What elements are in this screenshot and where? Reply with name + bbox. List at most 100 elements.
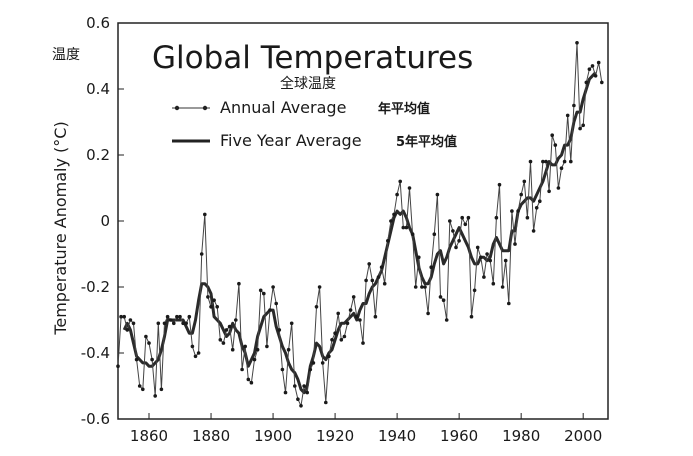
y-axis-title: Temperature Anomaly (°C)	[51, 121, 70, 335]
annual-average-point	[516, 209, 520, 213]
chart-subtitle-cn: 全球温度	[280, 75, 336, 92]
annual-average-point	[212, 298, 216, 303]
annual-average-point	[243, 344, 247, 349]
annual-average-point	[485, 252, 489, 256]
annual-average-point	[286, 347, 291, 352]
annual-average-point	[165, 314, 170, 319]
annual-average-point	[128, 318, 133, 322]
annual-average-point	[435, 192, 440, 197]
annual-average-point	[116, 364, 120, 369]
annual-average-point	[392, 212, 396, 217]
annual-average-point	[265, 344, 269, 349]
annual-average-point	[454, 245, 458, 250]
five-year-average-line	[122, 71, 597, 395]
y-axis-title-cn: 温度	[52, 47, 80, 63]
x-tick-label: 1960	[440, 427, 478, 445]
annual-average-point	[324, 400, 328, 405]
annual-average-point	[296, 397, 300, 402]
annual-average-point	[379, 265, 384, 270]
annual-average-point	[215, 305, 219, 309]
annual-average-point	[497, 182, 502, 187]
annual-average-point	[389, 219, 393, 223]
annual-average-point	[159, 387, 164, 392]
annual-average-point	[475, 245, 480, 250]
annual-average-point	[513, 242, 517, 246]
annual-average-point	[367, 262, 372, 266]
x-tick-label: 1860	[130, 427, 168, 445]
annual-average-point	[308, 367, 313, 372]
annual-average-point	[162, 321, 167, 326]
x-tick-label: 1940	[378, 427, 416, 445]
annual-average-point	[386, 239, 390, 243]
annual-average-point	[358, 318, 362, 322]
annual-average-point	[581, 123, 585, 128]
annual-average-point	[289, 321, 294, 326]
annual-average-point	[361, 341, 365, 345]
annual-average-point	[240, 367, 244, 372]
annual-average-point	[395, 192, 399, 197]
y-tick-label: -0.6	[81, 410, 110, 428]
annual-average-point	[283, 390, 288, 395]
annual-average-line	[117, 42, 603, 408]
annual-average-point	[550, 133, 554, 137]
annual-average-point	[327, 354, 331, 359]
annual-average-point	[534, 206, 539, 210]
annual-average-point	[137, 384, 142, 388]
y-tick-label: 0	[100, 212, 110, 230]
annual-average-point	[311, 361, 316, 365]
annual-average-point	[398, 179, 403, 184]
y-tick-label: -0.2	[81, 278, 110, 296]
annual-average-point	[401, 225, 406, 230]
annual-average-point	[147, 341, 151, 345]
annual-average-point	[224, 328, 229, 332]
annual-average-point	[221, 341, 226, 345]
chart-title: Global Temperatures	[152, 40, 473, 76]
annual-average-point	[320, 361, 325, 365]
annual-average-point	[345, 321, 350, 326]
annual-average-point	[522, 179, 527, 184]
annual-average-point	[218, 338, 223, 342]
annual-average-point	[305, 390, 310, 395]
annual-average-point	[277, 328, 282, 332]
annual-average-point	[382, 281, 387, 286]
annual-average-point	[593, 74, 598, 78]
annual-average-point	[227, 324, 232, 329]
annual-average-point	[364, 278, 368, 283]
y-tick-label: 0.6	[86, 14, 110, 32]
annual-average-point	[181, 321, 185, 326]
x-tick-label: 1900	[254, 427, 292, 445]
annual-average-point	[184, 321, 188, 326]
annual-average-point	[469, 314, 474, 319]
annual-average-point	[556, 186, 561, 190]
annual-average-point	[519, 192, 523, 197]
annual-average-point	[125, 328, 130, 332]
legend-annual-label-cn: 年平均值	[378, 101, 430, 117]
annual-average-point	[410, 232, 415, 236]
annual-average-point	[262, 291, 266, 296]
annual-average-point	[404, 225, 409, 230]
y-tick-label: 0.4	[86, 80, 110, 98]
annual-average-point	[460, 215, 465, 220]
annual-average-point	[370, 278, 375, 283]
data-series	[116, 41, 604, 408]
annual-average-point	[249, 380, 254, 385]
annual-average-point	[175, 314, 179, 319]
annual-average-point	[144, 334, 148, 339]
annual-average-point	[584, 80, 589, 85]
annual-average-point	[444, 318, 449, 322]
y-axis: 0.6 0.4 0.2 0 -0.2 -0.4 -0.6	[81, 14, 124, 428]
annual-average-point	[187, 314, 192, 319]
annual-average-point	[206, 295, 210, 299]
x-tick-label: 1920	[316, 427, 354, 445]
annual-average-point	[336, 311, 341, 316]
annual-average-point	[355, 314, 359, 319]
annual-average-point	[448, 219, 452, 223]
annual-average-point	[569, 159, 573, 164]
annual-average-point	[463, 222, 468, 227]
annual-average-point	[119, 314, 123, 319]
annual-average-point	[572, 103, 576, 108]
annual-average-point	[203, 212, 207, 217]
annual-average-point	[258, 288, 263, 293]
legend-five-year: Five Year Average 5年平均值	[172, 131, 457, 150]
annual-average-point	[441, 298, 446, 303]
